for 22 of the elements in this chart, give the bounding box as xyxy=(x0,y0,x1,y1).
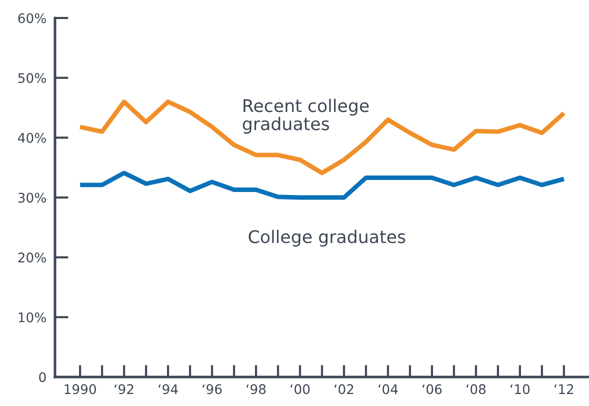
x-tick-label: ‘06 xyxy=(422,384,442,394)
y-tick-label: 50% xyxy=(18,73,46,84)
text: College graduates xyxy=(248,230,406,247)
y-tick-label: 30% xyxy=(18,192,46,203)
x-tick-label: ‘98 xyxy=(246,384,266,394)
x-tick-label: ‘94 xyxy=(158,384,178,394)
x-tick-label: ‘00 xyxy=(290,384,310,394)
y-tick-label: 10% xyxy=(18,312,46,322)
x-tick-label: ‘04 xyxy=(378,384,398,394)
y-tick-label: 40% xyxy=(18,132,46,143)
line-series xyxy=(78,100,566,176)
x-tick-label: 1990 xyxy=(64,384,96,394)
x-tick-label: ‘08 xyxy=(466,384,486,394)
y-tick-label: 0 xyxy=(39,372,46,382)
x-tick-label: ‘12 xyxy=(554,384,574,394)
x-tick-label: ‘96 xyxy=(202,384,222,394)
y-tick-label: 20% xyxy=(18,252,46,263)
x-tick-label: ‘10 xyxy=(510,384,530,394)
x-tick-label: ‘92 xyxy=(114,384,134,394)
y-tick-label: 60% xyxy=(18,13,46,24)
x-tick-label: ‘02 xyxy=(334,384,354,394)
series-label: Recent college graduates xyxy=(242,98,369,134)
